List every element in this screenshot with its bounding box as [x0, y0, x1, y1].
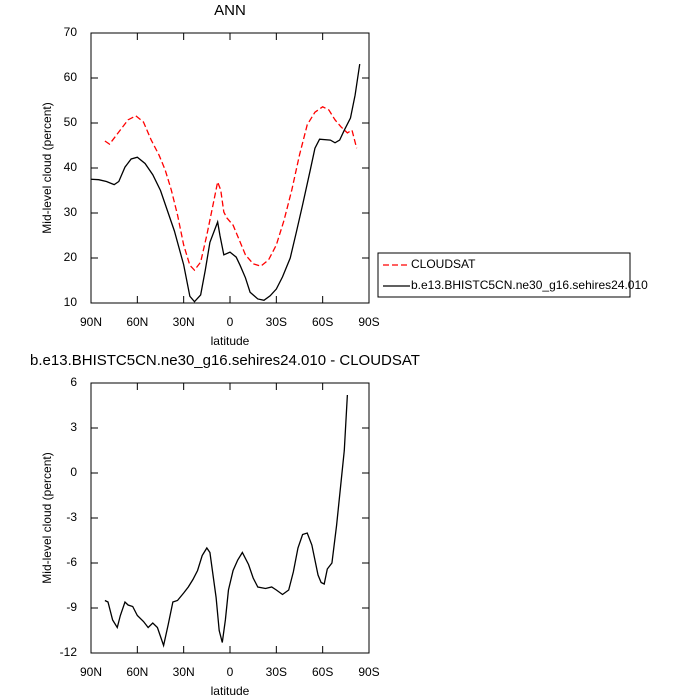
x-tick-label: 60N [126, 665, 148, 679]
x-tick-label: 90N [80, 315, 102, 329]
x-tick-label: 30N [173, 315, 195, 329]
x-tick-label: 30N [173, 665, 195, 679]
y-tick-label: -9 [66, 600, 77, 614]
plot-frame [90, 382, 370, 654]
x-tick-label: 90S [358, 665, 379, 679]
chart-title: ANN [214, 2, 246, 19]
series-line [90, 63, 361, 303]
x-tick-label: 30S [266, 315, 287, 329]
y-tick-label: 30 [64, 205, 78, 219]
legend-box [377, 252, 631, 298]
y-tick-label: 20 [64, 250, 78, 264]
x-tick-label: 90S [358, 315, 379, 329]
x-tick-label: 0 [227, 315, 234, 329]
x-axis-label: latitude [211, 684, 250, 698]
y-axis-label: Mid-level cloud (percent) [40, 452, 54, 583]
x-tick-label: 60N [126, 315, 148, 329]
x-tick-label: 90N [80, 665, 102, 679]
y-tick-label: -6 [66, 555, 77, 569]
y-tick-label: 10 [64, 295, 78, 309]
legend-label: CLOUDSAT [411, 257, 476, 271]
series-line [104, 394, 349, 648]
y-tick-label: 6 [70, 375, 77, 389]
x-tick-label: 60S [312, 665, 333, 679]
series-line [104, 106, 358, 272]
x-axis-label: latitude [211, 334, 250, 348]
y-axis-label: Mid-level cloud (percent) [40, 102, 54, 233]
y-tick-label: -3 [66, 510, 77, 524]
y-tick-label: 3 [70, 420, 77, 434]
y-tick-label: -12 [60, 645, 78, 659]
x-tick-label: 60S [312, 315, 333, 329]
chart-title: b.e13.BHISTC5CN.ne30_g16.sehires24.010 -… [30, 352, 420, 369]
y-tick-label: 0 [70, 465, 77, 479]
y-tick-label: 50 [64, 115, 78, 129]
x-tick-label: 30S [266, 665, 287, 679]
legend-label: b.e13.BHISTC5CN.ne30_g16.sehires24.010 [411, 278, 648, 292]
y-tick-label: 70 [64, 25, 78, 39]
plot-frame [90, 32, 370, 304]
y-tick-label: 60 [64, 70, 78, 84]
x-tick-label: 0 [227, 665, 234, 679]
y-tick-label: 40 [64, 160, 78, 174]
